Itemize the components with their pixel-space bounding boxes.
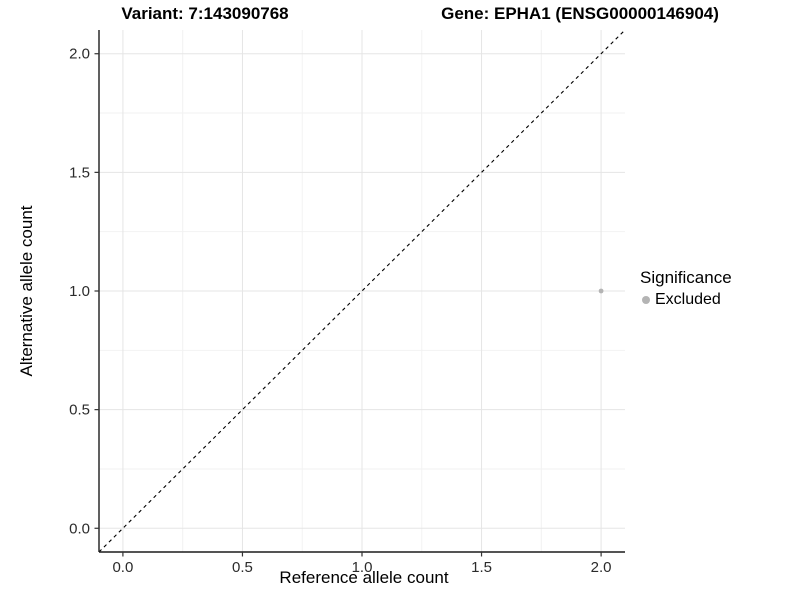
x-tick-label: 0.5: [232, 559, 253, 576]
identity-line: [98, 29, 626, 553]
x-tick-label: 0.0: [112, 559, 133, 576]
x-tick-label: 1.5: [471, 559, 492, 576]
y-tick-label: 0.0: [69, 520, 90, 537]
plot-title-gene: Gene: EPHA1 (ENSG00000146904): [441, 4, 719, 23]
x-tick-label: 1.0: [352, 559, 373, 576]
legend-title: Significance: [640, 268, 732, 287]
y-tick-label: 1.5: [69, 164, 90, 181]
x-tick-label: 2.0: [591, 559, 612, 576]
plot-title-variant: Variant: 7:143090768: [121, 4, 289, 23]
data-point: [598, 288, 604, 294]
legend: Significance Excluded: [638, 268, 732, 309]
y-tick-label: 2.0: [69, 46, 90, 63]
legend-point-icon: [642, 296, 650, 304]
y-tick-label: 1.0: [69, 283, 90, 300]
x-axis-title: Reference allele count: [279, 568, 449, 587]
y-tick-label: 0.5: [69, 402, 90, 419]
legend-item-excluded: Excluded: [638, 291, 732, 309]
legend-item-label: Excluded: [655, 291, 721, 308]
y-axis-title: Alternative allele count: [17, 205, 36, 377]
